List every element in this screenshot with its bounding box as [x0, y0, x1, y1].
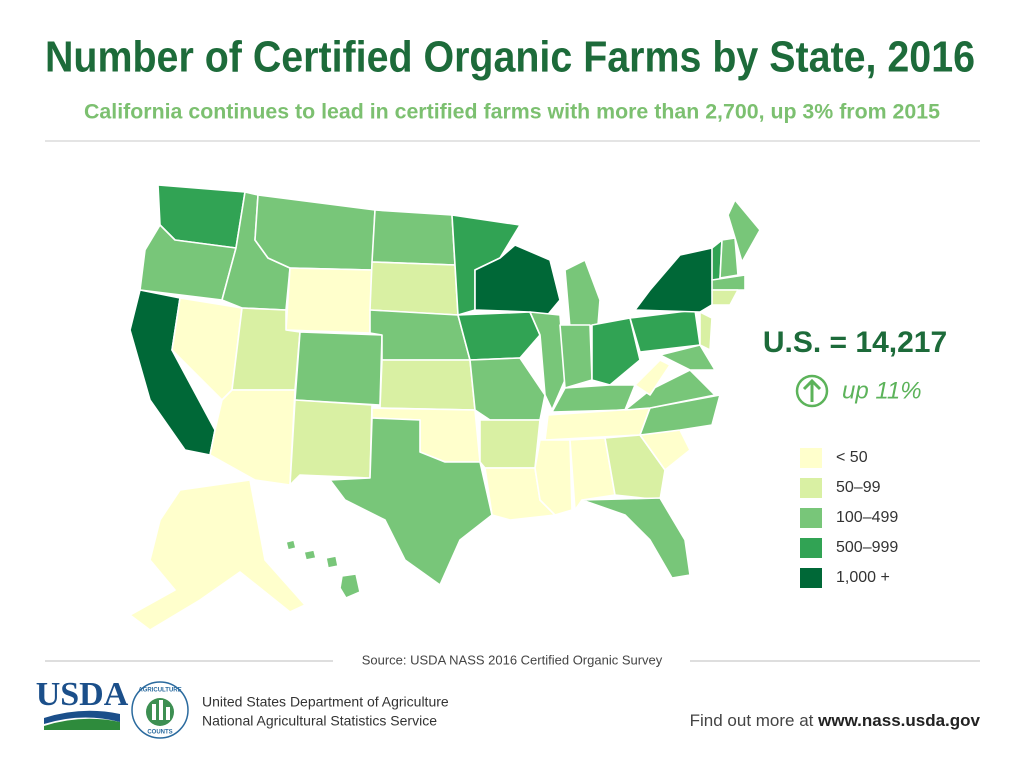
state — [624, 369, 716, 411]
state — [711, 289, 739, 306]
state — [325, 555, 339, 569]
state — [371, 209, 456, 266]
state — [639, 394, 721, 436]
state — [209, 389, 296, 486]
us-change: up 11% — [842, 377, 922, 404]
subtitle: California continues to lead in certifie… — [84, 101, 940, 124]
state — [294, 331, 383, 406]
legend-swatch — [800, 568, 822, 588]
legend-swatch — [800, 508, 822, 528]
up-arrow-icon — [795, 374, 829, 408]
state — [629, 309, 701, 353]
state — [634, 247, 721, 313]
state — [285, 267, 373, 334]
state — [369, 261, 459, 316]
source: Source: USDA NASS 2016 Certified Organic… — [362, 652, 663, 667]
state — [591, 317, 641, 386]
state — [559, 324, 593, 389]
legend: < 50 50–99 100–499 500–999 1,000 + — [800, 448, 898, 588]
state — [289, 399, 373, 486]
state — [303, 549, 317, 561]
state — [129, 479, 306, 631]
agency-name: United States Department of Agriculture — [202, 694, 449, 710]
state — [457, 311, 541, 361]
state — [329, 417, 493, 586]
legend-label: < 50 — [836, 449, 868, 466]
state — [581, 497, 691, 579]
badge-top: AGRICULTURE — [138, 688, 181, 694]
state — [727, 199, 761, 263]
state — [285, 539, 297, 551]
state — [254, 194, 376, 271]
us-total: U.S. = 14,217 — [763, 326, 947, 359]
state — [719, 237, 739, 279]
legend-label: 1,000 + — [836, 569, 890, 586]
state — [569, 437, 616, 511]
title: Number of Certified Organic Farms by Sta… — [45, 33, 975, 82]
state — [369, 309, 471, 361]
legend-label: 50–99 — [836, 479, 881, 496]
state — [529, 311, 566, 411]
state — [711, 274, 746, 291]
legend-swatch — [800, 448, 822, 468]
state — [634, 359, 671, 396]
usda-logo-text: USDA — [36, 676, 129, 713]
badge-bottom: COUNTS — [147, 730, 172, 736]
state — [339, 573, 361, 599]
state — [564, 259, 601, 329]
legend-swatch — [800, 538, 822, 558]
legend-label: 100–499 — [836, 509, 898, 526]
state — [551, 384, 636, 413]
link-prefix: Find out more at — [690, 711, 814, 730]
state — [699, 311, 713, 351]
legend-swatch — [800, 478, 822, 498]
more-info: Find out more at www.nass.usda.gov — [690, 711, 981, 730]
us-map — [129, 184, 761, 631]
state — [469, 357, 546, 421]
state — [659, 344, 716, 371]
agriculture-counts-badge: AGRICULTURE COUNTS — [131, 681, 189, 739]
state — [379, 359, 476, 411]
usda-logo: USDA — [36, 676, 129, 730]
link[interactable]: www.nass.usda.gov — [817, 711, 980, 730]
legend-label: 500–999 — [836, 539, 898, 556]
agency-name: National Agricultural Statistics Service — [202, 713, 437, 729]
state — [479, 419, 541, 469]
state — [604, 434, 666, 501]
